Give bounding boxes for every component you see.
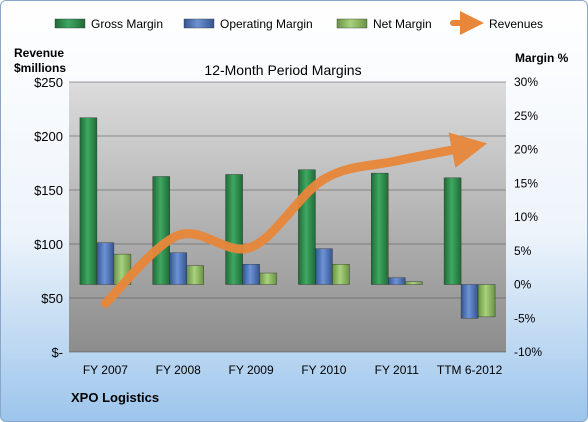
bar-operating-margin — [460, 284, 479, 319]
company-label: XPO Logistics — [71, 390, 159, 405]
bar-gross-margin — [79, 117, 98, 285]
legend-swatch-net-margin — [336, 18, 368, 29]
left-axis-label-line2: $millions — [14, 61, 66, 75]
bar-net-margin — [477, 284, 496, 318]
right-tick-label: 25% — [514, 109, 538, 123]
bar-gross-margin — [225, 174, 243, 285]
bar-net-margin — [259, 272, 277, 285]
bar-net-margin — [186, 265, 204, 285]
bar-gross-margin — [443, 177, 462, 285]
bar-gross-margin — [371, 172, 389, 285]
left-tick-label: $200 — [34, 129, 63, 144]
right-tick-label: 15% — [514, 176, 538, 190]
right-tick-label: 10% — [514, 210, 538, 224]
left-tick-label: $100 — [34, 237, 63, 252]
left-tick-label: $250 — [34, 75, 63, 90]
category-label: TTM 6-2012 — [437, 363, 503, 377]
left-axis-label-line1: Revenue — [14, 46, 64, 60]
chart-title: 12-Month Period Margins — [204, 62, 361, 78]
legend-label: Operating Margin — [220, 17, 313, 31]
bar-net-margin — [405, 281, 423, 285]
bar-net-margin — [332, 264, 350, 285]
revenue-line-path — [100, 132, 488, 308]
right-tick-label: 0% — [514, 278, 532, 292]
category-label: FY 2010 — [301, 363, 346, 377]
right-tick-label: 20% — [514, 143, 538, 157]
bar-operating-margin — [388, 277, 406, 285]
right-tick-label: -5% — [514, 311, 536, 325]
category-label: FY 2009 — [229, 363, 274, 377]
bar-operating-margin — [169, 252, 187, 285]
gridlines — [69, 81, 506, 353]
right-tick-label: 5% — [514, 244, 532, 258]
category-label: FY 2011 — [375, 363, 420, 377]
legend: Gross Margin Operating Margin Net Margin Re… — [54, 11, 543, 35]
right-tick-label: 30% — [514, 75, 538, 89]
legend-label: Gross Margin — [91, 17, 163, 31]
bar-operating-margin — [315, 248, 333, 285]
category-label: FY 2007 — [83, 363, 128, 377]
revenue-line — [100, 132, 488, 308]
right-tick-label: -10% — [514, 345, 542, 359]
bar-operating-margin — [96, 242, 115, 285]
category-label: FY 2008 — [156, 363, 201, 377]
legend-swatch-gross-margin — [54, 18, 86, 29]
legend-label: Revenues — [489, 17, 543, 31]
right-axis-label: Margin % — [515, 51, 569, 65]
axes: $- $50 $100 $150 $200 $250 -10% -5% 0% 5% 10% 15% 20… — [34, 75, 542, 377]
bar-gross-margin — [152, 176, 170, 285]
bars — [79, 117, 496, 319]
left-tick-label: $- — [51, 345, 63, 360]
legend-label: Net Margin — [373, 17, 432, 31]
left-tick-label: $150 — [34, 183, 63, 198]
left-tick-label: $50 — [41, 291, 63, 306]
bar-operating-margin — [242, 264, 260, 285]
legend-swatch-operating-margin — [183, 18, 215, 29]
